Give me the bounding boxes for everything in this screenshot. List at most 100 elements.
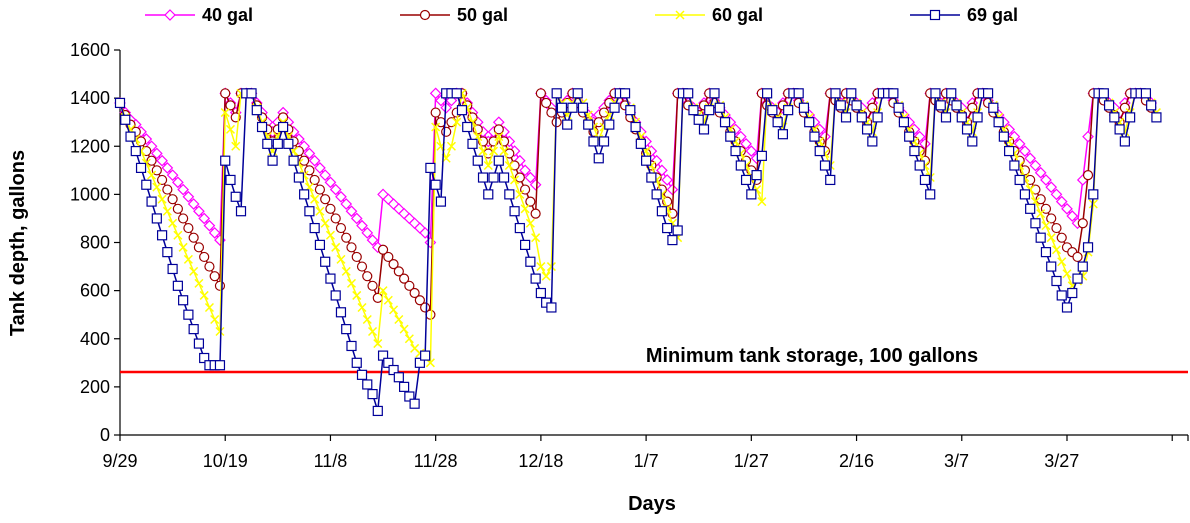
data-point-square <box>393 372 404 383</box>
data-point-square <box>567 102 578 113</box>
data-point-square <box>956 112 967 123</box>
data-point-circle <box>1051 222 1062 234</box>
x-tick-label: 10/19 <box>203 451 248 471</box>
data-point-circle <box>209 271 220 282</box>
data-point-square <box>435 196 447 207</box>
data-point-square <box>520 239 531 251</box>
y-axis: 0 200 400 600 800 1000 1200 1400 1600 <box>70 40 121 445</box>
data-point-diamond <box>187 198 200 210</box>
data-point-square <box>961 124 973 135</box>
data-point-square <box>430 179 441 190</box>
data-point-circle <box>525 196 536 207</box>
data-point-square <box>630 121 641 133</box>
data-point-square <box>646 172 657 183</box>
data-point-x <box>399 324 409 334</box>
data-point-square <box>1025 203 1036 214</box>
data-point-x <box>331 242 341 252</box>
data-point-diamond <box>319 169 332 181</box>
data-point-square <box>1030 218 1041 229</box>
data-point-square <box>914 160 925 171</box>
x-tick-label: 11/28 <box>414 451 458 471</box>
y-tick-label: 1400 <box>70 88 110 108</box>
data-point-square <box>509 206 520 217</box>
data-point-square <box>335 307 347 318</box>
data-point-square <box>356 369 368 380</box>
data-point-diamond <box>350 212 363 225</box>
data-point-square <box>935 100 946 111</box>
data-point-square <box>1098 88 1109 99</box>
data-point-diamond <box>740 137 752 150</box>
data-point-square <box>256 121 268 133</box>
data-point-circle <box>204 261 215 272</box>
data-point-x <box>478 146 488 156</box>
data-point-square <box>367 388 378 400</box>
series-group <box>114 87 1162 417</box>
data-point-square <box>930 88 941 99</box>
data-point-diamond <box>524 171 537 184</box>
data-point-square <box>751 170 762 181</box>
data-point-circle <box>325 203 336 214</box>
data-point-square <box>641 155 652 166</box>
data-point-diamond <box>1013 137 1026 150</box>
data-point-diamond <box>1061 202 1073 215</box>
data-point-square <box>188 324 199 335</box>
data-point-square <box>598 136 610 147</box>
data-point-x <box>510 175 520 185</box>
data-point-x <box>378 286 388 296</box>
data-point-square <box>693 114 704 125</box>
data-point-circle <box>341 232 352 243</box>
data-point-square <box>951 100 962 111</box>
data-point-square <box>893 102 904 113</box>
data-point-square <box>488 172 499 183</box>
data-point-square <box>683 88 694 99</box>
data-point-diamond <box>198 212 211 225</box>
data-point-square <box>341 324 352 335</box>
y-axis-title: Tank depth, gallons <box>7 150 29 336</box>
data-point-square <box>967 136 978 147</box>
data-point-circle <box>535 88 546 99</box>
data-point-diamond <box>324 176 337 189</box>
data-point-square <box>183 309 194 320</box>
data-point-x <box>383 295 393 305</box>
data-point-square <box>1088 189 1099 200</box>
data-point-square <box>467 138 478 149</box>
data-point-square <box>593 153 604 164</box>
data-point-circle <box>199 251 210 263</box>
data-point-square <box>1072 273 1083 284</box>
data-point-square <box>783 105 794 116</box>
x-tick-label: 3/7 <box>944 451 969 471</box>
data-point-x <box>1062 269 1072 279</box>
data-point-x <box>346 278 357 288</box>
legend-label: 40 gal <box>202 5 253 25</box>
data-point-diamond <box>166 169 179 181</box>
data-point-x <box>336 254 346 264</box>
data-point-square <box>746 189 757 200</box>
data-point-x <box>525 218 535 228</box>
data-point-square <box>572 88 583 99</box>
legend-entry: 69 gal <box>910 5 1018 25</box>
data-point-square <box>982 88 994 99</box>
data-point-square <box>1061 302 1073 313</box>
legend-entry: 60 gal <box>655 5 763 25</box>
data-point-x <box>675 10 685 20</box>
data-point-diamond <box>1050 188 1063 201</box>
data-point-square <box>604 119 615 130</box>
data-point-square <box>383 357 394 368</box>
data-point-diamond <box>172 176 184 189</box>
data-point-circle <box>530 208 541 219</box>
data-point-x <box>1088 199 1098 209</box>
data-point-square <box>840 112 852 123</box>
data-point-x <box>357 302 367 312</box>
data-point-x <box>1057 257 1067 267</box>
data-point-circle <box>546 107 557 118</box>
data-point-square <box>583 119 594 130</box>
series-40-gal <box>114 87 1158 254</box>
data-point-circle <box>430 107 441 118</box>
data-point-x <box>225 124 236 134</box>
data-point-square <box>772 117 783 128</box>
data-point-x <box>199 290 209 300</box>
data-point-x <box>178 242 188 252</box>
data-point-circle <box>299 155 310 166</box>
data-point-square <box>425 162 436 174</box>
data-point-diamond <box>303 147 316 160</box>
